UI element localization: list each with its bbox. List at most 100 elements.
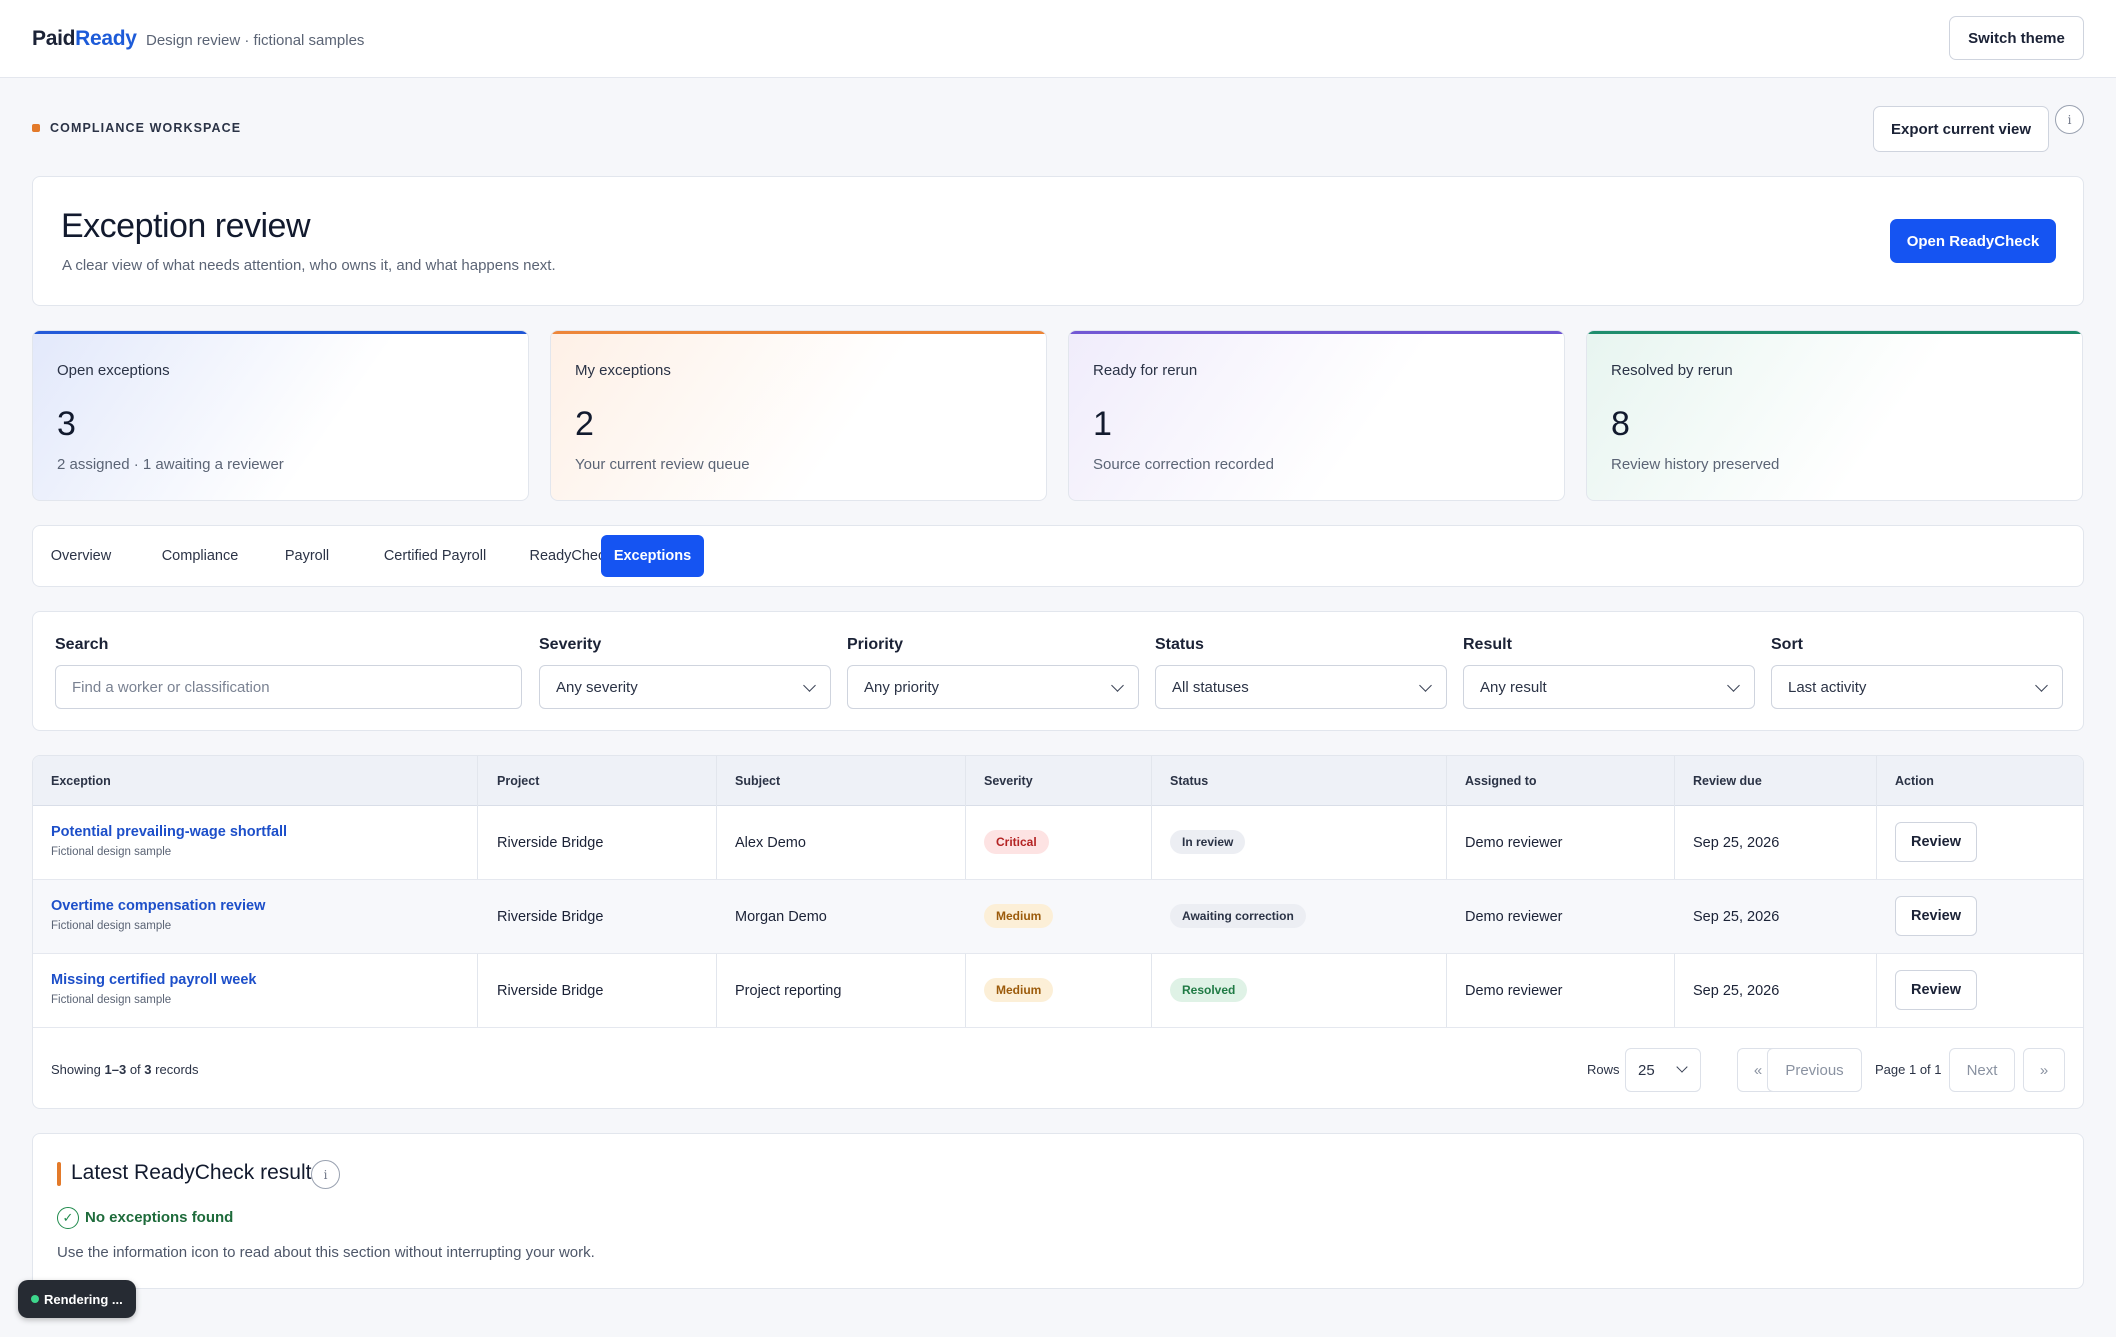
assigned-cell: Demo reviewer: [1465, 909, 1563, 925]
exception-link[interactable]: Potential prevailing-wage shortfall: [51, 824, 288, 840]
subject-cell: Alex Demo: [735, 835, 806, 851]
info-icon[interactable]: i: [2055, 105, 2084, 134]
chevron-down-icon: [1676, 1061, 1688, 1073]
chevron-down-icon: [803, 679, 816, 692]
export-current-view-button[interactable]: Export current view: [1873, 106, 2049, 152]
stat-label: Ready for rerun: [1093, 362, 1198, 379]
brand-subtitle: Design review · fictional samples: [146, 32, 365, 49]
status-badge: Resolved: [1170, 978, 1248, 1002]
rows-per-page-value: 25: [1638, 1061, 1655, 1079]
search-input[interactable]: Find a worker or classification: [55, 665, 522, 709]
stat-value: 8: [1611, 405, 1630, 443]
sort-value: Last activity: [1788, 678, 1867, 696]
last-page-button[interactable]: »: [2023, 1048, 2065, 1092]
result-text: No exceptions found: [85, 1209, 234, 1226]
table-row: Potential prevailing-wage shortfall Fict…: [33, 806, 2083, 880]
brand-part-paid: Paid: [32, 27, 76, 50]
review-due-cell: Sep 25, 2026: [1693, 835, 1780, 851]
review-button[interactable]: Review: [1895, 896, 1977, 936]
brand-logo[interactable]: PaidReady: [32, 27, 137, 51]
switch-theme-button[interactable]: Switch theme: [1949, 16, 2084, 60]
exception-subtitle: Fictional design sample: [51, 846, 172, 858]
rendering-status-text: Rendering ...: [44, 1291, 123, 1307]
column-header[interactable]: Severity: [984, 774, 1033, 788]
tab-bar: Overview Compliance Payroll Certified Pa…: [32, 525, 2084, 587]
rows-label: Rows: [1587, 1062, 1620, 1077]
column-header[interactable]: Status: [1170, 774, 1209, 788]
review-due-cell: Sep 25, 2026: [1693, 983, 1780, 999]
chevron-down-icon: [1727, 679, 1740, 692]
tab-readycheck[interactable]: ReadyCheck: [529, 548, 613, 564]
rendering-status-pill: Rendering ...: [18, 1280, 136, 1318]
severity-badge: Medium: [984, 904, 1054, 928]
column-header[interactable]: Review due: [1693, 774, 1762, 788]
stat-value: 1: [1093, 405, 1112, 443]
exception-subtitle: Fictional design sample: [51, 920, 172, 932]
table-row: Overtime compensation review Fictional d…: [33, 880, 2083, 954]
status-badge: In review: [1170, 830, 1246, 854]
column-header[interactable]: Assigned to: [1465, 774, 1537, 788]
info-icon[interactable]: i: [311, 1160, 340, 1189]
page-subtitle: A clear view of what needs attention, wh…: [62, 257, 556, 274]
project-cell: Riverside Bridge: [497, 835, 604, 851]
stat-label: Open exceptions: [57, 362, 170, 379]
severity-select[interactable]: Any severity: [539, 665, 831, 709]
chevron-down-icon: [1111, 679, 1124, 692]
latest-readycheck-card: Latest ReadyCheck result i ✓ No exceptio…: [32, 1133, 2084, 1289]
rows-per-page-select[interactable]: 25: [1625, 1048, 1701, 1092]
review-due-cell: Sep 25, 2026: [1693, 909, 1780, 925]
brand-part-ready: Ready: [75, 27, 137, 50]
result-value: Any result: [1480, 678, 1547, 696]
section-note: Use the information icon to read about t…: [57, 1244, 595, 1261]
table-header: Exception Project Subject Severity Statu…: [33, 756, 2083, 806]
chevron-down-icon: [1419, 679, 1432, 692]
sort-select[interactable]: Last activity: [1771, 665, 2063, 709]
subject-cell: Project reporting: [735, 983, 842, 999]
result-select[interactable]: Any result: [1463, 665, 1755, 709]
exceptions-table: Exception Project Subject Severity Statu…: [32, 755, 2084, 1109]
stat-card-ready-for-rerun: Ready for rerun 1 Source correction reco…: [1068, 330, 1565, 501]
column-header[interactable]: Action: [1895, 774, 1934, 788]
status-badge: Awaiting correction: [1170, 904, 1306, 928]
assigned-cell: Demo reviewer: [1465, 983, 1563, 999]
stat-value: 2: [575, 405, 594, 443]
column-header[interactable]: Exception: [51, 774, 111, 788]
top-bar: PaidReady Design review · fictional samp…: [0, 0, 2116, 78]
page-title: Exception review: [61, 207, 311, 245]
tab-payroll[interactable]: Payroll: [284, 548, 330, 564]
severity-value: Any severity: [556, 678, 638, 696]
stat-note: Source correction recorded: [1093, 456, 1274, 473]
open-readycheck-button[interactable]: Open ReadyCheck: [1890, 219, 2056, 263]
page-header-card: Exception review A clear view of what ne…: [32, 176, 2084, 306]
assigned-cell: Demo reviewer: [1465, 835, 1563, 851]
showing-of: of: [129, 1062, 141, 1077]
tab-exceptions[interactable]: Exceptions: [601, 535, 704, 577]
review-button[interactable]: Review: [1895, 822, 1977, 862]
exception-link[interactable]: Missing certified payroll week: [51, 972, 257, 988]
tab-certified-payroll[interactable]: Certified Payroll: [383, 548, 487, 564]
exception-link[interactable]: Overtime compensation review: [51, 898, 266, 914]
status-label: Status: [1155, 636, 1204, 653]
previous-page-button[interactable]: Previous: [1767, 1048, 1862, 1092]
priority-label: Priority: [847, 636, 904, 653]
showing-prefix: Showing: [51, 1062, 101, 1077]
priority-select[interactable]: Any priority: [847, 665, 1139, 709]
next-page-button[interactable]: Next: [1949, 1048, 2015, 1092]
subject-cell: Morgan Demo: [735, 909, 827, 925]
column-header[interactable]: Subject: [735, 774, 781, 788]
column-header[interactable]: Project: [497, 774, 540, 788]
review-button[interactable]: Review: [1895, 970, 1977, 1010]
status-select[interactable]: All statuses: [1155, 665, 1447, 709]
priority-value: Any priority: [864, 678, 940, 696]
severity-label: Severity: [539, 636, 602, 653]
tab-compliance[interactable]: Compliance: [161, 548, 239, 564]
check-circle-icon: ✓: [57, 1207, 79, 1229]
stat-card-open-exceptions: Open exceptions 3 2 assigned · 1 awaitin…: [32, 330, 529, 501]
section-marker: [57, 1162, 61, 1186]
result-label: Result: [1463, 636, 1512, 653]
stat-value: 3: [57, 405, 76, 443]
table-row: Missing certified payroll week Fictional…: [33, 954, 2083, 1028]
severity-badge: Critical: [984, 830, 1049, 854]
project-cell: Riverside Bridge: [497, 909, 604, 925]
tab-overview[interactable]: Overview: [50, 548, 112, 564]
